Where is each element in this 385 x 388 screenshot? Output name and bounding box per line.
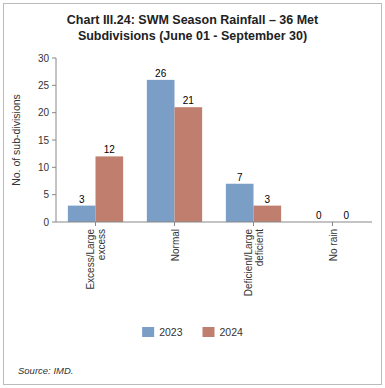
frame [4,4,382,385]
y-tick-label: 15 [38,135,50,146]
data-label: 12 [104,144,116,155]
y-axis-label: No. of sub-divisions [10,94,22,186]
source: Source: IMD. [18,365,73,376]
y-tick [52,222,56,223]
bar [254,206,282,222]
data-label: 0 [344,210,350,221]
legend-swatch [203,327,215,337]
data-label: 21 [183,95,195,106]
x-tick-label: Normal [169,229,180,261]
bars [68,80,281,222]
legend-swatch [142,327,154,337]
y-tick [52,112,56,113]
bar [96,156,124,222]
data-label: 7 [237,172,243,183]
legend-label: 2024 [220,326,244,338]
y-tick-label: 25 [38,80,50,91]
y-tick [52,58,56,59]
y-tick [52,85,56,86]
data-label: 26 [155,68,167,79]
y-tick-label: 30 [38,53,50,64]
y-tick-label: 0 [43,217,49,228]
legend-label: 2023 [159,326,183,338]
data-label: 0 [316,210,322,221]
data-labels: 32670122130 [79,68,350,221]
x-tick [253,222,254,226]
y-tick [52,194,56,195]
y-tick-label: 20 [38,107,50,118]
y-tick-label: 5 [43,189,49,200]
data-label: 3 [79,194,85,205]
x-tick [95,222,96,226]
data-label: 3 [265,194,271,205]
x-tick-label: No rain [327,229,338,261]
y-tick [52,167,56,168]
y-tick-label: 10 [38,162,50,173]
chart: Chart III.24: SWM Season Rainfall – 36 M… [0,0,385,388]
bar [226,184,254,222]
x-axis [56,222,372,223]
bar [175,107,203,222]
bar [68,206,96,222]
x-tick-label: Deficient/Largedeficient [242,229,265,297]
x-tick [332,222,333,226]
x-tick-label: Excess/Largeexcess [84,229,107,290]
bar [147,80,175,222]
y-tick [52,140,56,141]
title: Chart III.24: SWM Season Rainfall – 36 M… [67,13,319,43]
x-tick [174,222,175,226]
legend: 2023 2024 [142,326,243,338]
